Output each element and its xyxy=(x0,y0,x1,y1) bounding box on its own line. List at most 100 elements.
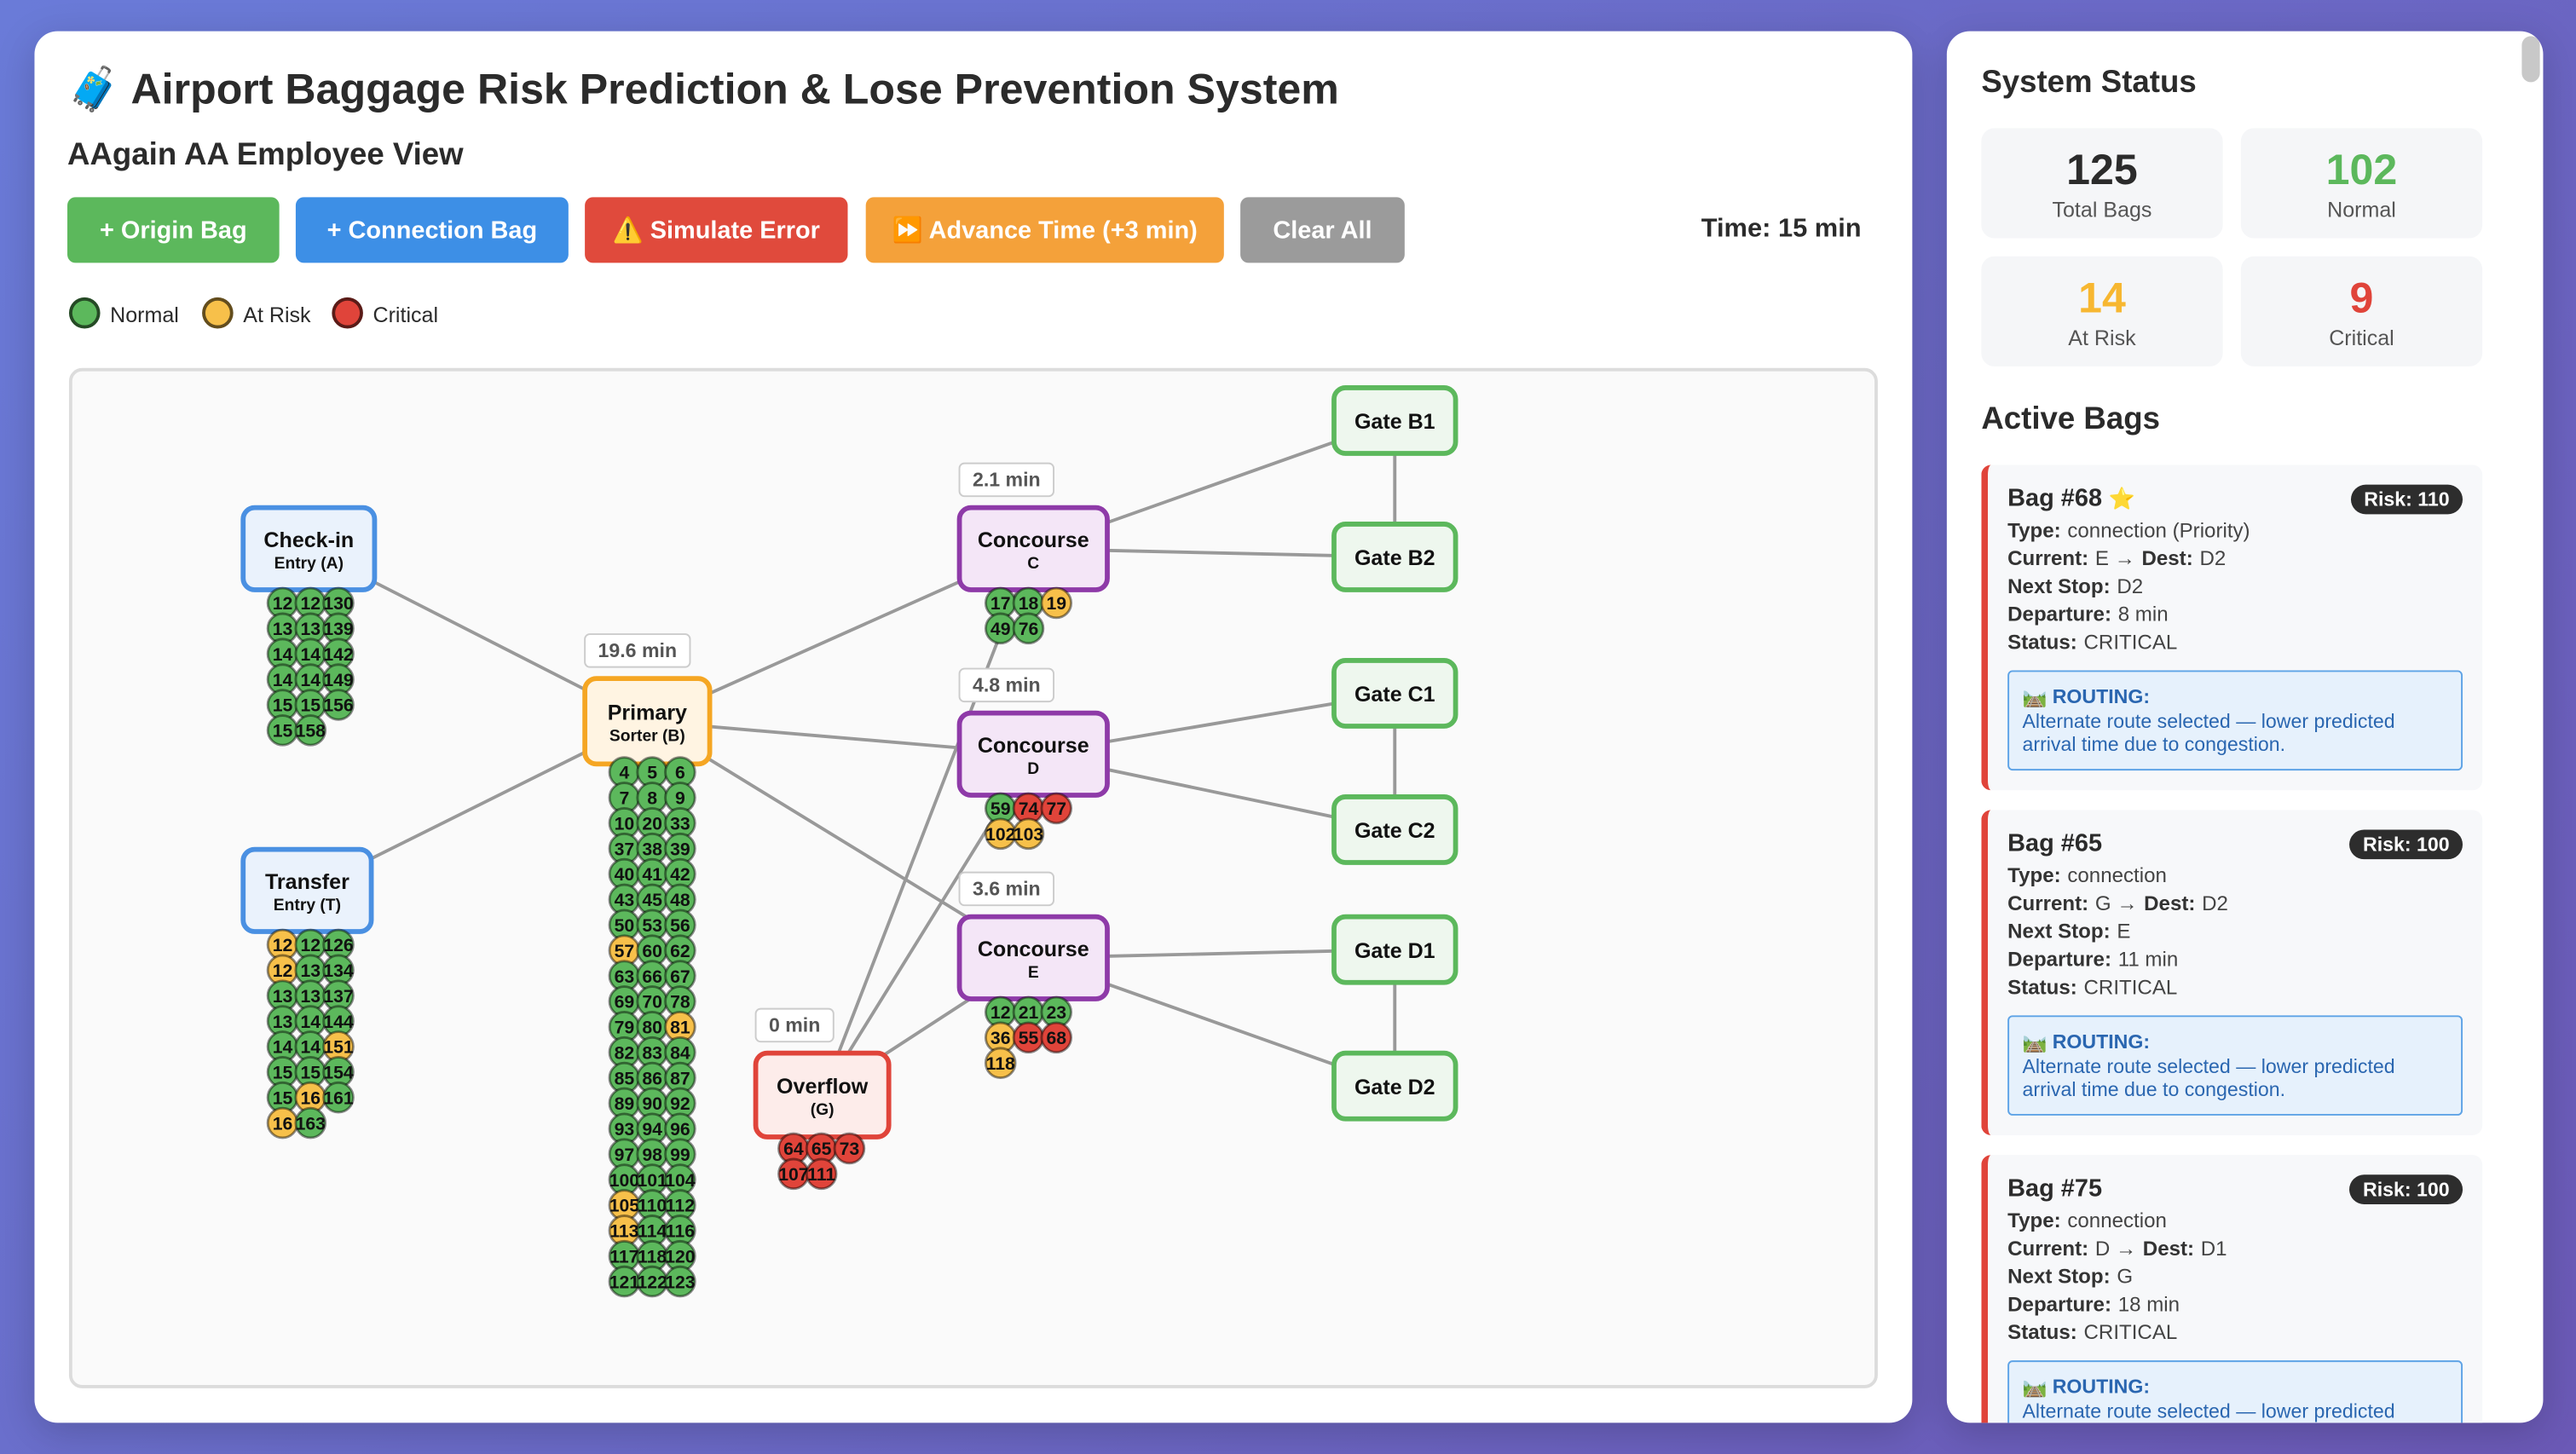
node-label: Gate B1 xyxy=(1354,410,1435,434)
bag-name: Bag #75 xyxy=(2007,1174,2103,1203)
time-badge-text: 19.6 min xyxy=(598,639,678,661)
bag-id: 13 xyxy=(273,620,293,639)
bag-id: 12 xyxy=(991,1003,1011,1023)
bag-id: 79 xyxy=(615,1018,635,1038)
bag-id: 36 xyxy=(991,1029,1011,1048)
node-box xyxy=(1331,914,1458,985)
routing-title: 🛤️ ROUTING: xyxy=(2022,684,2151,708)
bag-id: 163 xyxy=(296,1114,326,1134)
stat-value: 102 xyxy=(2325,144,2398,194)
page-title: 🧳 Airport Baggage Risk Prediction & Lose… xyxy=(67,64,1339,114)
status-title: System Status xyxy=(1981,66,2197,101)
bag-id: 105 xyxy=(609,1197,640,1216)
bag-id: 40 xyxy=(615,865,635,885)
bag-dot xyxy=(833,1132,866,1165)
bag-id: 70 xyxy=(642,993,662,1013)
bag-id: 37 xyxy=(615,840,635,859)
bag-id: 43 xyxy=(615,891,635,910)
bag-id: 80 xyxy=(642,1018,662,1038)
bag-id: 13 xyxy=(273,987,293,1007)
risk-badge: Risk: 100 xyxy=(2349,1174,2463,1205)
bag-id: 64 xyxy=(783,1140,804,1159)
bag-id: 113 xyxy=(609,1222,638,1242)
stat-card: 102 Normal xyxy=(2240,128,2483,239)
action-button[interactable]: ⏩ Advance Time (+3 min) xyxy=(865,197,1224,263)
bag-id: 104 xyxy=(665,1171,696,1191)
bag-id: 69 xyxy=(615,993,635,1013)
bag-id: 94 xyxy=(642,1120,662,1140)
node-sublabel: (G) xyxy=(811,1101,835,1119)
action-button[interactable]: + Origin Bag xyxy=(67,197,280,263)
bag-id: 130 xyxy=(323,594,353,614)
action-button[interactable]: + Connection Bag xyxy=(295,197,569,263)
bag-title: Bag #65 xyxy=(2007,829,2463,863)
bag-id: 60 xyxy=(642,942,662,961)
node-label: Gate D2 xyxy=(1354,1076,1435,1099)
stat-label: At Risk xyxy=(2068,325,2136,350)
bag-id: 92 xyxy=(670,1094,690,1114)
action-button[interactable]: Clear All xyxy=(1240,197,1405,263)
routing-title: 🛤️ ROUTING: xyxy=(2022,1375,2151,1399)
bag-id: 100 xyxy=(609,1171,639,1191)
bag-title: Bag #68 ⭐ xyxy=(2007,485,2463,518)
legend-label: Normal xyxy=(110,302,179,327)
bag-id: 151 xyxy=(323,1038,354,1058)
legend-label: Critical xyxy=(373,302,439,327)
bag-field: Current: E → Dest: D2 xyxy=(2007,545,2463,574)
bag-id: 65 xyxy=(811,1140,832,1159)
bag-id: 13 xyxy=(300,987,321,1007)
node-label: Concourse xyxy=(978,734,1089,758)
node-sublabel: Sorter (B) xyxy=(609,727,685,745)
bag-id: 18 xyxy=(1019,594,1039,614)
bag-list: Bag #68 ⭐ Risk: 110 Type: connection (Priori… xyxy=(1981,464,2483,1423)
bag-id: 126 xyxy=(323,936,354,955)
node-sublabel: Entry (A) xyxy=(274,555,344,573)
bag-id: 59 xyxy=(991,799,1011,819)
bag-id: 14 xyxy=(300,1038,321,1058)
bag-dot xyxy=(664,1265,696,1298)
action-button[interactable]: ⚠️ Simulate Error xyxy=(585,197,848,263)
field-value: D2 xyxy=(2202,891,2228,915)
node-label: Check-in xyxy=(263,528,354,552)
risk-badge: Risk: 110 xyxy=(2350,484,2463,515)
bag-id: 154 xyxy=(323,1064,354,1083)
bag-field: Next Stop: G xyxy=(2007,1263,2463,1291)
bag-field: Current: G → Dest: D2 xyxy=(2007,891,2463,919)
routing-title: 🛤️ ROUTING: xyxy=(2022,1030,2151,1053)
bag-id: 76 xyxy=(1019,620,1039,639)
bag-title: Bag #75 xyxy=(2007,1174,2463,1208)
bag-id: 14 xyxy=(300,671,321,690)
bag-id: 134 xyxy=(323,961,354,981)
node-label: Concourse xyxy=(978,938,1089,961)
bag-field: Status: CRITICAL xyxy=(2007,974,2463,1002)
bag-dot xyxy=(1040,792,1073,825)
priority-icon: ⭐ xyxy=(2108,486,2135,511)
field-value: D2 xyxy=(2117,574,2144,598)
field-label: Next Stop: xyxy=(2007,920,2111,943)
routing-box: 🛤️ ROUTING: Alternate route selected — lo… xyxy=(2007,670,2463,771)
field-value: 8 min xyxy=(2117,603,2169,626)
bag-id: 99 xyxy=(670,1145,690,1165)
bag-id: 9 xyxy=(675,789,685,809)
bag-id: 123 xyxy=(665,1272,696,1292)
bag-card[interactable]: Bag #75 Risk: 100 Type: connection Current: D… xyxy=(1981,1155,2483,1423)
field-label: Departure: xyxy=(2007,603,2112,626)
bag-field: Departure: 18 min xyxy=(2007,1291,2463,1319)
risk-badge: Risk: 100 xyxy=(2349,829,2463,860)
bag-id: 66 xyxy=(642,967,662,987)
bag-name: Bag #68 xyxy=(2007,484,2103,513)
bag-id: 38 xyxy=(642,840,662,859)
stat-card: 14 At Risk xyxy=(1981,256,2223,366)
bag-id: 14 xyxy=(300,645,321,665)
bag-id: 14 xyxy=(273,671,293,690)
bag-id: 86 xyxy=(642,1069,662,1088)
bag-id: 89 xyxy=(615,1094,635,1114)
routing-box: 🛤️ ROUTING: Alternate route selected — lo… xyxy=(2007,1015,2463,1116)
bag-id: 33 xyxy=(670,814,690,834)
bag-id: 90 xyxy=(642,1094,662,1114)
bag-card[interactable]: Bag #65 Risk: 100 Type: connection Current: G… xyxy=(1981,810,2483,1136)
bag-id: 93 xyxy=(615,1120,635,1140)
bag-id: 122 xyxy=(637,1272,667,1292)
bag-card[interactable]: Bag #68 ⭐ Risk: 110 Type: connection (Priori… xyxy=(1981,464,2483,791)
bag-id: 19 xyxy=(1046,594,1066,614)
